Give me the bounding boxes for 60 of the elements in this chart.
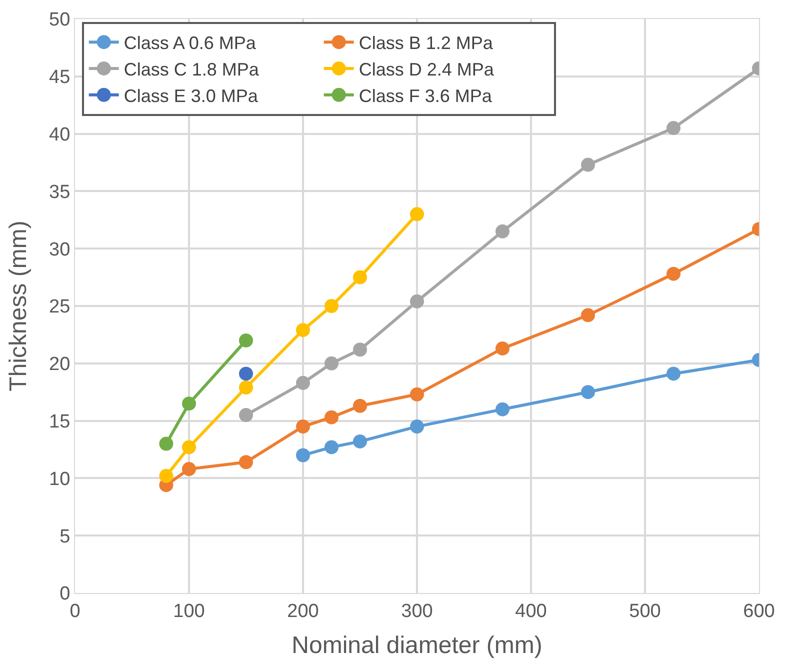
point [496,341,510,356]
x-tick-label: 600 [743,600,775,622]
point [239,408,253,422]
legend-label: Class A 0.6 MPa [124,33,257,54]
x-axis-title: Nominal diameter (mm) [292,632,542,660]
x-tick-label: 300 [401,600,433,622]
y-tick-label: 5 [60,526,70,548]
x-tick-label: 400 [515,600,547,622]
point [239,380,253,395]
point [182,440,196,454]
point [159,436,174,451]
point [296,420,310,434]
point [239,455,253,470]
y-tick-label: 45 [49,67,70,88]
legend-label: Class B 1.2 MPa [358,33,494,54]
point [666,366,680,381]
point [496,402,510,416]
point [353,342,367,357]
y-tick-label: 20 [49,354,70,376]
y-tick-label: 0 [60,584,70,605]
point [239,333,253,348]
x-tick-label: 100 [173,600,205,622]
point [324,440,338,454]
point [410,294,424,308]
y-tick-label: 30 [49,239,70,260]
point [410,387,424,402]
point [353,434,367,448]
y-tick-label: 15 [49,411,70,432]
point [410,207,424,222]
y-tick-label: 10 [49,468,70,490]
point [581,158,595,172]
point [581,308,595,322]
point [353,270,367,284]
point [296,448,310,462]
y-axis-title: Thickness (mm) [5,220,32,392]
point [296,323,310,338]
point [324,410,338,424]
point [410,420,424,434]
y-tick-label: 50 [49,10,70,31]
legend-label: Class F 3.6 MPa [358,86,493,106]
point [182,396,196,411]
y-tick-label: 25 [49,296,70,318]
point [182,462,196,476]
y-tick-label: 35 [49,182,70,203]
x-tick-label: 500 [629,600,661,622]
legend-label: Class E 3.0 MPa [124,86,259,106]
y-tick-label: 40 [49,124,70,146]
point [296,376,310,390]
point [239,366,253,381]
point [581,385,595,400]
point [353,398,367,413]
point [496,224,510,238]
point [159,468,174,483]
x-tick-label: 200 [287,600,319,622]
point [666,121,680,136]
legend-label: Class D 2.4 MPa [358,59,495,80]
point [666,266,680,281]
legend-label: Class C 1.8 MPa [124,59,260,80]
point [324,299,338,313]
point [324,356,338,370]
